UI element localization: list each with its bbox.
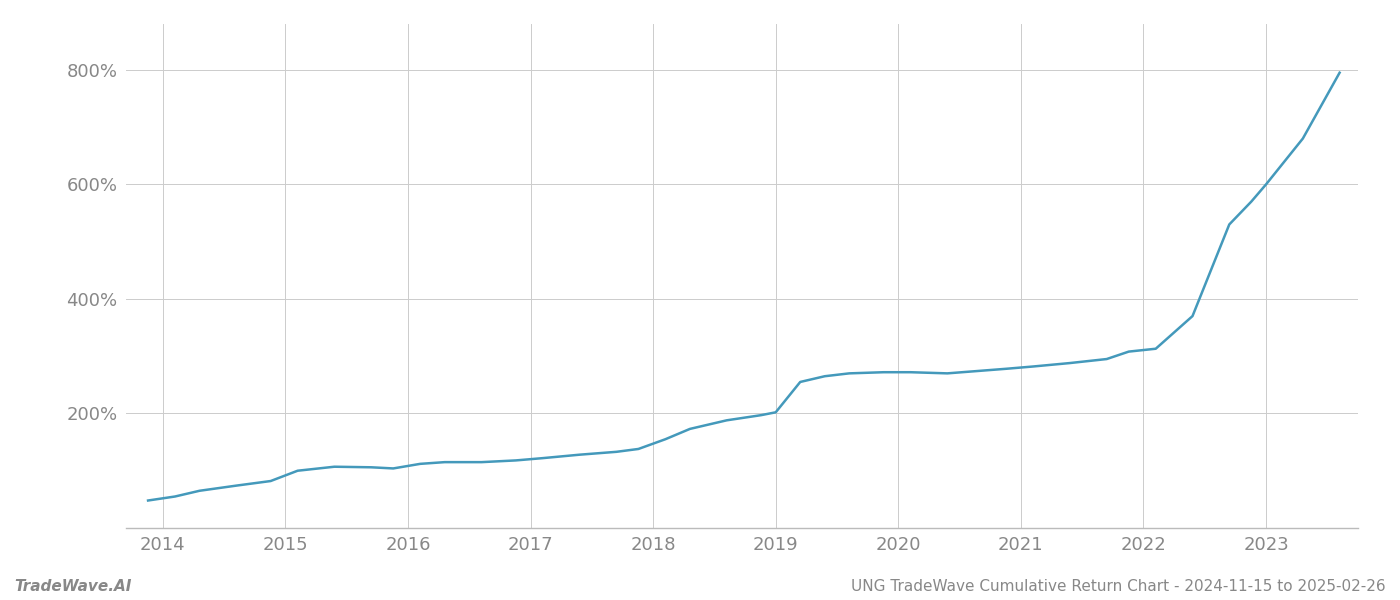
Text: UNG TradeWave Cumulative Return Chart - 2024-11-15 to 2025-02-26: UNG TradeWave Cumulative Return Chart - …: [851, 579, 1386, 594]
Text: TradeWave.AI: TradeWave.AI: [14, 579, 132, 594]
